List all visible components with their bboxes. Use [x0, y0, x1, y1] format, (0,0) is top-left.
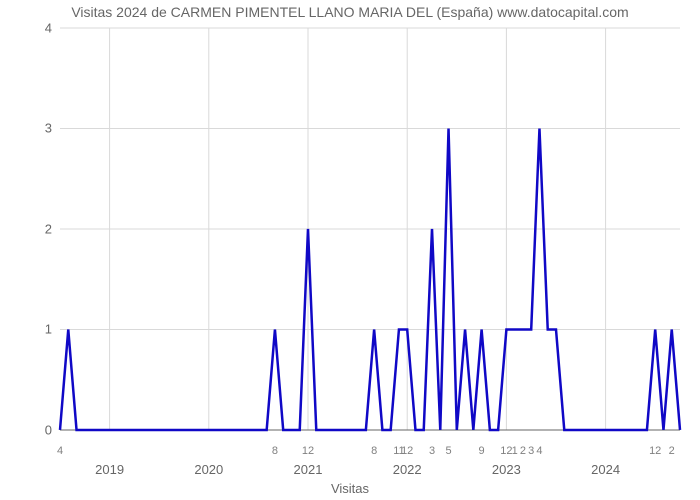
xtick-minor-label: 12 — [401, 445, 413, 457]
ytick-label: 4 — [45, 21, 52, 36]
xtick-minor-label: 12 — [649, 445, 661, 457]
xtick-minor-label: 8 — [272, 445, 278, 457]
xtick-minor-label: 2 — [520, 445, 526, 457]
xaxis-label: Visitas — [0, 481, 700, 496]
xtick-major-label: 2020 — [194, 462, 223, 477]
ytick-label: 3 — [45, 121, 52, 136]
xtick-major-label: 2021 — [294, 462, 323, 477]
xtick-minor-label: 1 — [512, 445, 518, 457]
visits-line — [60, 128, 680, 429]
plot-area — [60, 28, 680, 442]
ytick-label: 1 — [45, 322, 52, 337]
xtick-major-label: 2023 — [492, 462, 521, 477]
xtick-minor-label: 8 — [371, 445, 377, 457]
chart-title: Visitas 2024 de CARMEN PIMENTEL LLANO MA… — [0, 4, 700, 20]
ytick-label: 0 — [45, 422, 52, 437]
xtick-minor-label: 12 — [302, 445, 314, 457]
xtick-minor-label: 4 — [536, 445, 542, 457]
xtick-minor-label: 3 — [429, 445, 435, 457]
visits-chart: Visitas 2024 de CARMEN PIMENTEL LLANO MA… — [0, 0, 700, 500]
xtick-minor-label: 5 — [445, 445, 451, 457]
xtick-major-label: 2022 — [393, 462, 422, 477]
xtick-minor-label: 2 — [669, 445, 675, 457]
xtick-minor-label: 9 — [479, 445, 485, 457]
xtick-minor-label: 4 — [57, 445, 63, 457]
xtick-major-label: 2019 — [95, 462, 124, 477]
xtick-major-label: 2024 — [591, 462, 620, 477]
xtick-minor-label: 3 — [528, 445, 534, 457]
ytick-label: 2 — [45, 221, 52, 236]
